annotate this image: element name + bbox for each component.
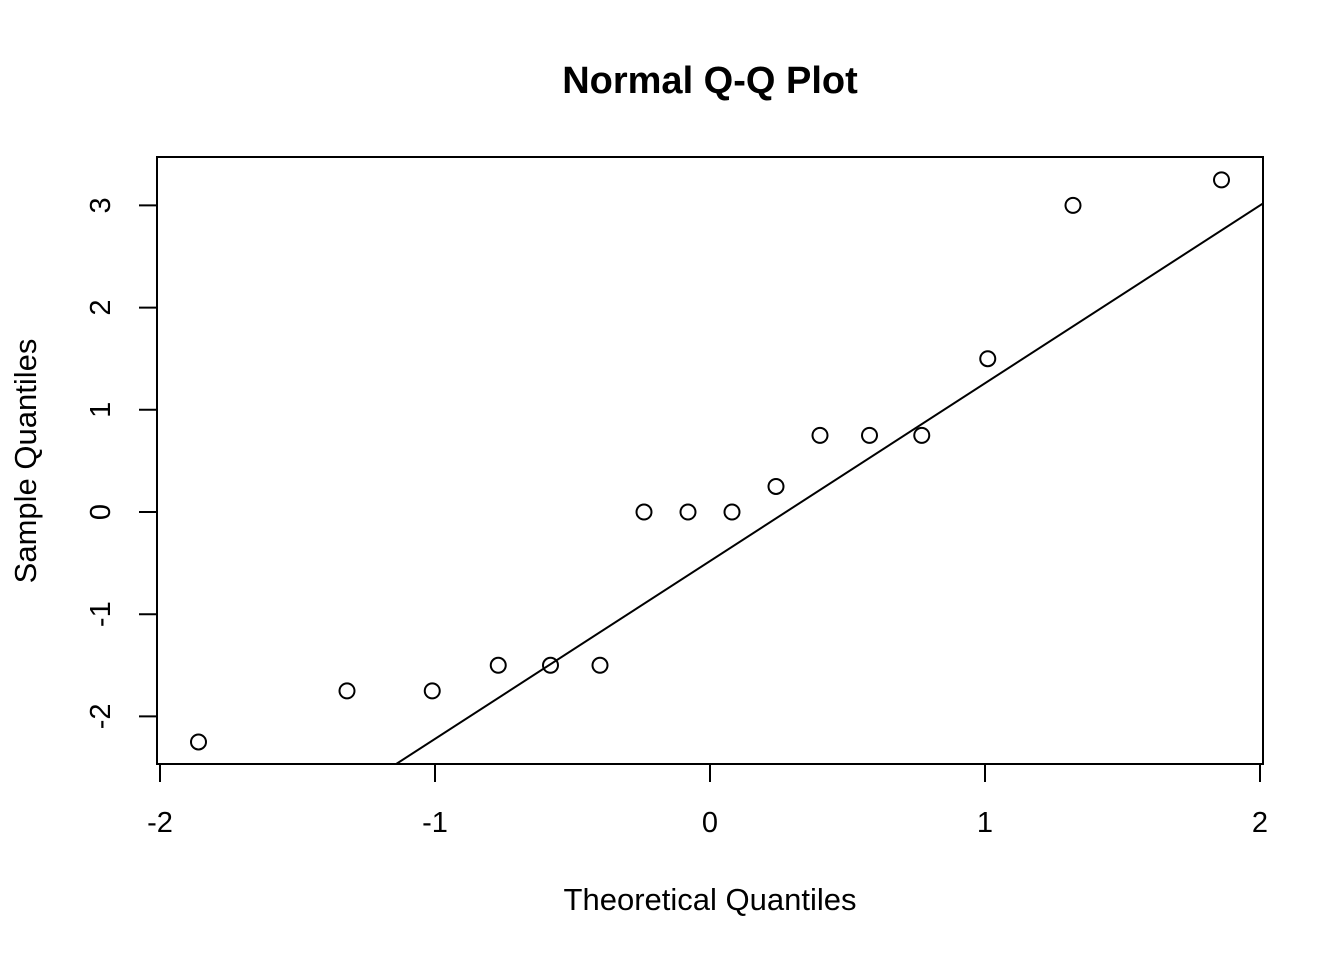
data-point [423, 682, 441, 700]
x-axis-label: Theoretical Quantiles [564, 882, 857, 917]
data-point [767, 477, 785, 495]
x-tick-label: 2 [1252, 807, 1268, 839]
x-tick-label: 1 [977, 807, 993, 839]
chart-title: Normal Q-Q Plot [562, 60, 858, 102]
y-axis: -2 -1 0 1 2 3 [85, 197, 158, 730]
y-tick-label: 3 [85, 197, 117, 213]
y-tick-label: 1 [85, 402, 117, 418]
data-point [542, 656, 559, 674]
data-point [979, 350, 997, 368]
x-tick-label: -1 [422, 807, 448, 839]
qq-reference-line [394, 202, 1263, 764]
x-tick-label: -2 [147, 807, 173, 839]
x-axis: -2 -1 0 1 2 [147, 763, 1268, 839]
data-point [635, 503, 653, 521]
data-point [591, 656, 609, 674]
data-point [338, 682, 356, 700]
y-axis-label: Sample Quantiles [8, 339, 43, 584]
data-point [1213, 171, 1230, 189]
y-tick-label: 0 [85, 504, 117, 520]
data-layer [190, 171, 1263, 764]
data-point [679, 503, 697, 521]
data-point [811, 426, 829, 444]
data-point [1064, 196, 1082, 214]
data-point [489, 656, 507, 674]
data-point [913, 426, 931, 444]
y-tick-label: -1 [85, 601, 117, 627]
x-tick-label: 0 [702, 807, 718, 839]
y-tick-label: 2 [85, 300, 117, 316]
data-point [723, 503, 741, 521]
data-point [190, 733, 207, 751]
data-point [861, 426, 878, 444]
plot-frame [156, 156, 1264, 765]
y-tick-label: -2 [85, 704, 117, 730]
